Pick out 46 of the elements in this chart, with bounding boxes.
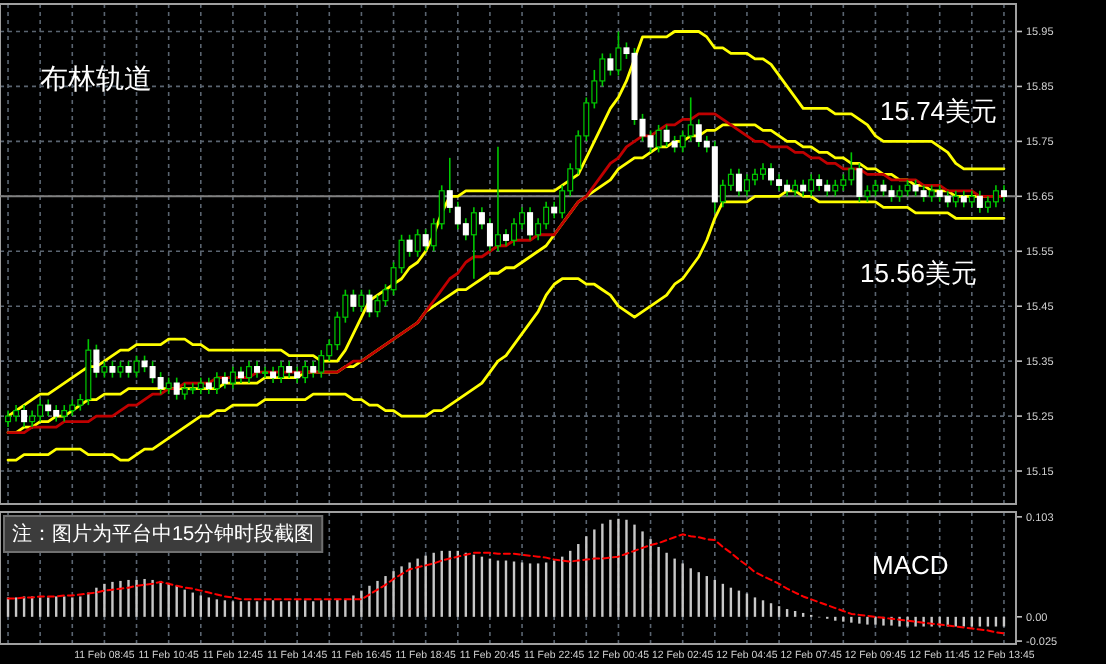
candlestick — [302, 360, 309, 384]
candlestick — [687, 96, 694, 143]
candlestick — [189, 382, 196, 395]
candlestick — [695, 118, 702, 148]
candlestick — [37, 398, 44, 423]
candlestick — [607, 52, 614, 77]
candlestick — [422, 228, 429, 253]
candlestick — [663, 124, 670, 148]
candlestick — [743, 173, 750, 198]
candlestick — [358, 288, 365, 313]
text: 布林轨道 — [40, 62, 152, 94]
candlestick — [735, 168, 742, 198]
candlestick — [245, 360, 252, 384]
candlestick — [655, 124, 662, 154]
candlestick — [318, 349, 325, 379]
candlestick — [992, 184, 999, 209]
candlestick — [374, 294, 381, 318]
candlestick — [149, 360, 156, 384]
candlestick — [719, 179, 726, 209]
candlestick — [133, 354, 140, 379]
candlestick — [615, 30, 622, 77]
candlestick — [173, 376, 180, 401]
candlestick — [679, 129, 686, 154]
candlestick — [278, 360, 285, 384]
candlestick — [366, 288, 373, 318]
candlestick — [543, 201, 550, 231]
candlestick — [494, 146, 501, 253]
candlestick — [414, 228, 421, 258]
candlestick — [976, 190, 983, 214]
candlestick — [808, 173, 815, 198]
annotation: 注：图片为平台中15分钟时段截图 — [12, 522, 315, 546]
candlestick — [470, 206, 477, 280]
candlestick — [486, 217, 493, 253]
candlestick — [21, 404, 28, 428]
candlestick — [848, 151, 855, 187]
candlestick — [527, 206, 534, 242]
annotation: 15.74美元 — [880, 96, 998, 126]
candlestick — [229, 365, 236, 390]
candlestick — [768, 162, 775, 187]
annotation: 15.56美元 — [860, 258, 978, 288]
candlestick — [157, 371, 164, 395]
candlestick — [350, 288, 357, 313]
text: MACD — [872, 550, 949, 580]
candlestick — [856, 162, 863, 203]
candlestick — [511, 217, 518, 247]
candlestick — [213, 371, 220, 395]
